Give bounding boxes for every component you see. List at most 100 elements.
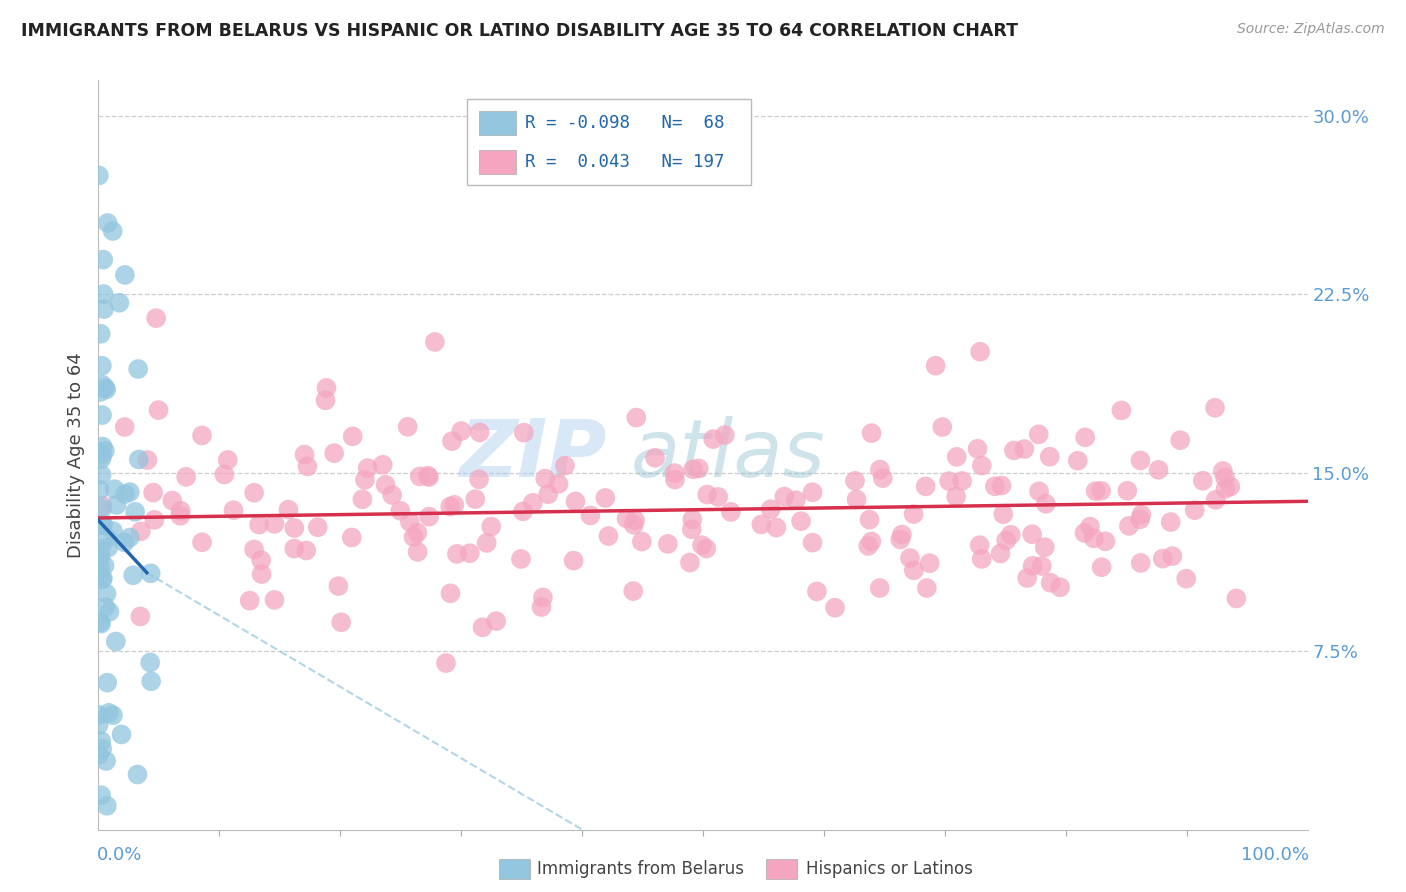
Point — [110, 727, 132, 741]
Point — [97, 706, 120, 720]
Point — [844, 474, 866, 488]
Point — [295, 543, 318, 558]
Point — [145, 311, 167, 326]
Point — [371, 458, 394, 472]
Point — [903, 507, 925, 521]
Point — [547, 476, 569, 491]
Point — [97, 216, 120, 230]
Point — [509, 552, 531, 566]
Point — [860, 534, 883, 549]
Point — [396, 419, 419, 434]
Point — [785, 493, 807, 508]
Point — [479, 519, 502, 533]
Point — [1205, 492, 1227, 507]
Point — [90, 616, 112, 631]
Point — [122, 568, 145, 582]
Point — [118, 485, 141, 500]
Point — [806, 584, 828, 599]
Point — [91, 499, 114, 513]
Point — [96, 587, 118, 601]
Point — [89, 445, 111, 459]
Point — [695, 541, 717, 556]
Point — [1184, 503, 1206, 517]
Point — [96, 531, 118, 545]
Point — [1000, 528, 1022, 542]
Point — [1129, 453, 1152, 467]
Point — [93, 287, 115, 301]
Point — [522, 496, 544, 510]
Point — [664, 466, 686, 480]
Point — [96, 383, 118, 397]
Point — [1021, 527, 1043, 541]
Point — [679, 556, 702, 570]
Point — [450, 424, 472, 438]
Point — [970, 552, 993, 566]
Point — [222, 503, 245, 517]
Point — [90, 359, 112, 373]
Point — [1168, 433, 1191, 447]
Point — [243, 542, 266, 557]
Point — [114, 535, 136, 549]
Point — [1017, 571, 1039, 585]
Point — [94, 443, 117, 458]
Point — [869, 462, 891, 476]
Point — [398, 515, 420, 529]
Point — [247, 517, 270, 532]
Point — [1028, 484, 1050, 499]
Point — [87, 718, 110, 732]
Point — [801, 485, 824, 500]
Point — [90, 452, 112, 467]
Point — [409, 469, 432, 483]
Point — [423, 334, 446, 349]
Point — [90, 326, 112, 341]
Point — [749, 517, 772, 532]
Point — [1160, 515, 1182, 529]
Point — [89, 483, 111, 497]
Point — [765, 520, 787, 534]
Point — [773, 490, 796, 504]
Point — [579, 508, 602, 523]
Point — [1219, 480, 1241, 494]
Point — [243, 485, 266, 500]
Point — [681, 512, 703, 526]
Point — [136, 453, 159, 467]
Point — [418, 509, 440, 524]
Point — [91, 440, 114, 454]
Point — [354, 473, 377, 487]
Point — [91, 501, 114, 516]
Point — [513, 425, 536, 440]
Point — [1129, 512, 1152, 526]
Point — [696, 487, 718, 501]
Point — [90, 734, 112, 748]
Point — [790, 514, 813, 528]
Point — [89, 549, 111, 564]
Point — [323, 446, 346, 460]
Point — [595, 491, 617, 505]
Point — [690, 538, 713, 552]
Text: 0.0%: 0.0% — [97, 846, 142, 864]
Point — [1130, 508, 1153, 522]
Point — [128, 452, 150, 467]
Point — [89, 384, 111, 399]
Point — [624, 513, 647, 527]
Point — [914, 479, 936, 493]
Point — [297, 459, 319, 474]
Point — [418, 470, 440, 484]
Point — [87, 747, 110, 762]
Point — [114, 487, 136, 501]
Point — [945, 490, 967, 504]
Point — [681, 522, 703, 536]
Point — [91, 518, 114, 533]
Point — [759, 502, 782, 516]
Point — [314, 393, 336, 408]
Point — [263, 516, 285, 531]
Point — [537, 487, 560, 501]
Point — [97, 541, 120, 555]
Point — [1021, 558, 1043, 573]
Point — [824, 600, 846, 615]
Text: atlas: atlas — [630, 416, 825, 494]
Point — [239, 593, 262, 607]
Point — [340, 531, 363, 545]
Point — [995, 533, 1018, 548]
Point — [381, 488, 404, 502]
